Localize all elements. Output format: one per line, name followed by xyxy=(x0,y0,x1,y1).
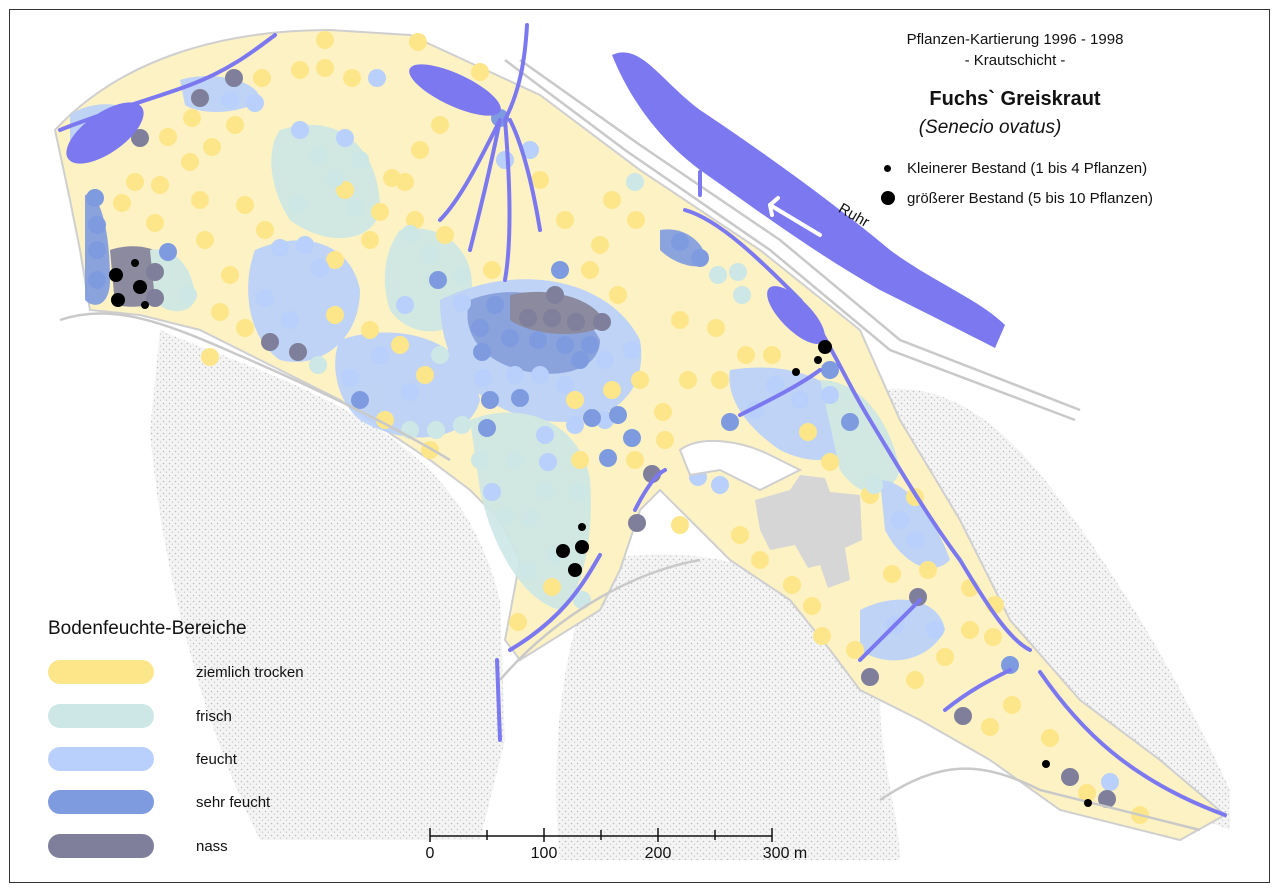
stippled-area-west xyxy=(150,330,505,840)
pond-northwest xyxy=(66,102,144,164)
sample-dots-sehr-feucht xyxy=(86,109,1019,674)
paved-area xyxy=(678,439,803,492)
legend-label: frisch xyxy=(196,707,232,725)
scale-label-300: 300 m xyxy=(762,845,808,862)
scale-label-200: 200 xyxy=(644,845,672,862)
zone-feucht xyxy=(860,599,945,661)
scale-label-0: 0 xyxy=(425,845,435,862)
occurrence-small xyxy=(131,259,1092,807)
sample-dots-trocken xyxy=(113,31,1149,824)
population-legend-label: größerer Bestand (5 bis 10 Pflanzen) xyxy=(907,189,1153,207)
legend-label: nass xyxy=(196,837,228,855)
population-legend-small: Kleinerer Bestand (1 bis 4 Pflanzen) xyxy=(880,156,1147,180)
occurrence-large xyxy=(109,268,832,577)
scale-label-100: 100 xyxy=(530,845,558,862)
sample-dots-nass xyxy=(131,69,1116,808)
map-title-line2: - Krautschicht - xyxy=(964,52,1066,69)
moisture-zones xyxy=(70,76,950,661)
population-legend-label: Kleinerer Bestand (1 bis 4 Pflanzen) xyxy=(907,159,1148,177)
species-latin-name: (Senecio ovatus) xyxy=(918,117,1062,138)
stippled-area-east xyxy=(880,388,1230,830)
legend-swatch xyxy=(48,704,154,728)
sample-dots-frisch xyxy=(179,146,883,609)
ponds xyxy=(66,64,825,344)
pond-east xyxy=(767,286,825,344)
legend-label: sehr feucht xyxy=(196,793,271,811)
large-dot-icon xyxy=(881,191,895,205)
pond-north xyxy=(409,64,501,116)
zone-feucht xyxy=(880,480,950,569)
legend-item-feucht: feucht xyxy=(48,747,237,771)
roads xyxy=(59,58,1201,832)
ruhr-river xyxy=(612,52,1005,348)
legend-swatch xyxy=(48,834,154,858)
small-dot-icon xyxy=(884,164,891,172)
legend-swatch xyxy=(48,660,154,684)
legend-item-sehr-feucht: sehr feucht xyxy=(48,790,270,814)
population-legend-large: größerer Bestand (5 bis 10 Pflanzen) xyxy=(880,186,1153,210)
zone-feucht xyxy=(248,240,360,362)
building-complex xyxy=(755,475,862,588)
streams xyxy=(58,23,1227,817)
legend-label: ziemlich trocken xyxy=(196,663,304,681)
legend-item-ziemlich-trocken: ziemlich trocken xyxy=(48,660,304,684)
legend-item-frisch: frisch xyxy=(48,704,232,728)
legend-swatch xyxy=(48,747,154,771)
legend-item-nass: nass xyxy=(48,834,228,858)
legend-label: feucht xyxy=(196,750,237,768)
map-title-line1: Pflanzen-Kartierung 1996 - 1998 xyxy=(906,31,1124,48)
zone-frisch xyxy=(820,380,900,493)
river-flow-arrow xyxy=(768,196,822,237)
legend-swatch xyxy=(48,790,154,814)
species-name: Fuchs` Greiskraut xyxy=(929,88,1101,110)
scale-bar xyxy=(429,828,773,842)
moisture-legend-title: Bodenfeuchte-Bereiche xyxy=(48,618,247,639)
